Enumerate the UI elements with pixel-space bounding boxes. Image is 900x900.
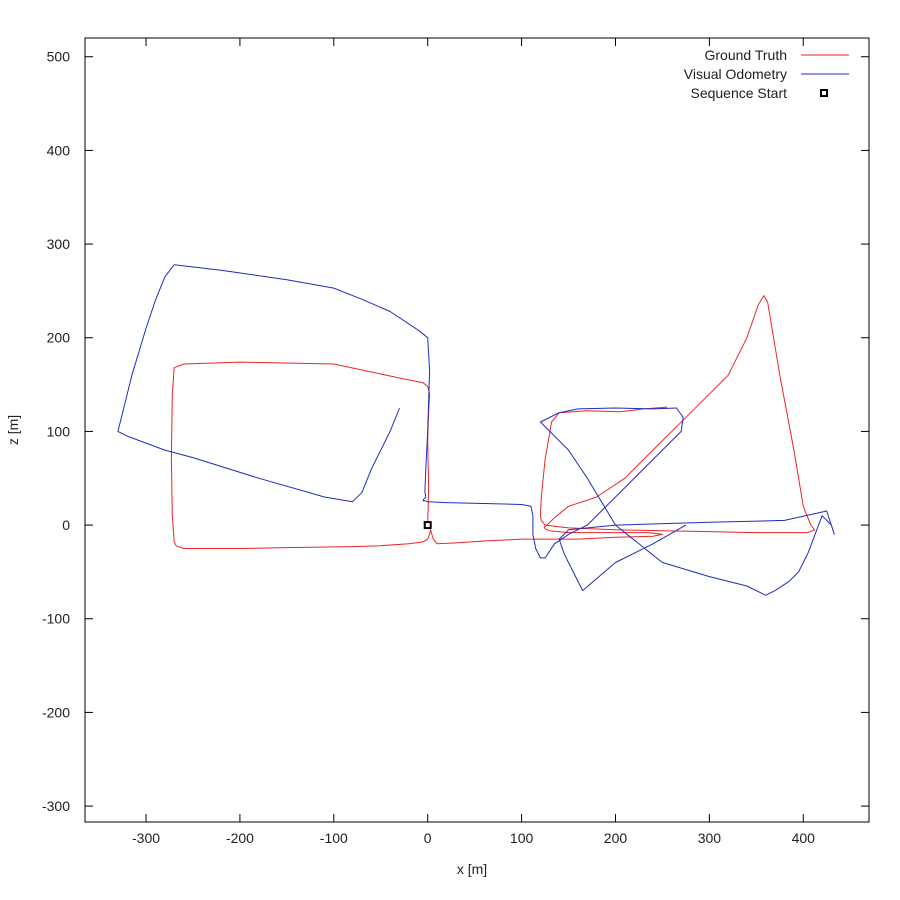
y-tick-label: 500 (47, 49, 71, 65)
series-layer (117, 264, 835, 596)
marker-layer (423, 521, 432, 530)
y-tick-label: 400 (47, 142, 71, 158)
legend-label-ground-truth: Ground Truth (705, 47, 788, 63)
series-line-visual-odometry (117, 264, 835, 596)
legend: Ground Truth Visual Odometry Sequence Star… (684, 47, 849, 101)
y-tick-label: -100 (42, 611, 70, 627)
y-tick-label: -300 (42, 798, 70, 814)
y-axis-title: z [m] (5, 415, 21, 445)
series-line-ground-truth (170, 295, 815, 549)
x-tick-label: -300 (132, 830, 160, 846)
y-tick-label: 200 (47, 330, 71, 346)
x-tick-label: 200 (604, 830, 628, 846)
plot-frame (84, 37, 870, 823)
y-tick-label: 0 (62, 517, 70, 533)
legend-swatch-sequence-start (820, 89, 828, 97)
sequence-start-marker (423, 521, 432, 530)
x-tick-label: -100 (320, 830, 348, 846)
x-tick-label: 0 (424, 830, 432, 846)
x-tick-label: 300 (698, 830, 722, 846)
x-axis-title: x [m] (457, 861, 487, 877)
y-tick-label: 100 (47, 423, 71, 439)
y-tick-label: -200 (42, 704, 70, 720)
axes-layer: -300 -200 -100 0 100 200 300 400 -300 -200 -100 0 10… (42, 37, 870, 846)
x-tick-label: 400 (792, 830, 816, 846)
x-tick-label: 100 (510, 830, 534, 846)
y-tick-label: 300 (47, 236, 71, 252)
x-tick-label: -200 (226, 830, 254, 846)
legend-label-visual-odometry: Visual Odometry (684, 66, 787, 82)
legend-label-sequence-start: Sequence Start (690, 85, 787, 101)
